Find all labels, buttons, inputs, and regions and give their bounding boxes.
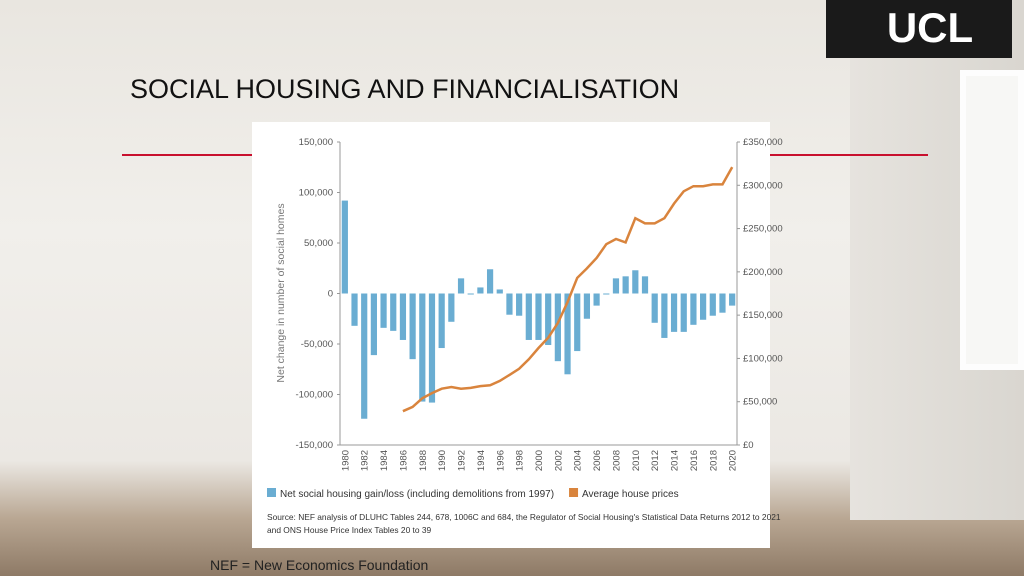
bar bbox=[690, 293, 697, 325]
x-tick-label: 2008 bbox=[611, 450, 622, 471]
bar bbox=[603, 293, 610, 295]
legend-label: Average house prices bbox=[582, 489, 679, 500]
bar bbox=[486, 269, 494, 294]
bar bbox=[477, 287, 484, 294]
x-tick-label: 2000 bbox=[534, 450, 545, 471]
bar bbox=[564, 293, 571, 375]
bar bbox=[361, 293, 368, 419]
bar bbox=[370, 293, 377, 356]
bar bbox=[525, 293, 532, 340]
x-tick-label: 1994 bbox=[476, 450, 487, 471]
source-note: Source: NEF analysis of DLUHC Tables 244… bbox=[267, 512, 781, 522]
legend-swatch bbox=[267, 488, 276, 497]
legend-label: Net social housing gain/loss (including … bbox=[280, 489, 554, 500]
bar bbox=[574, 293, 581, 352]
y2-tick-label: £50,000 bbox=[743, 397, 777, 408]
bar bbox=[554, 293, 561, 362]
bar bbox=[467, 293, 474, 295]
bar bbox=[700, 293, 707, 320]
y2-tick-label: £250,000 bbox=[743, 224, 783, 235]
y-tick-label: -150,000 bbox=[295, 440, 333, 451]
bar bbox=[341, 200, 348, 294]
bar bbox=[729, 293, 736, 306]
chart: -150,000 -100,000 -50,000 0 50,000 100,000 150… bbox=[267, 137, 783, 535]
x-tick-label: 1992 bbox=[457, 450, 468, 471]
y-tick-label: 50,000 bbox=[304, 238, 333, 249]
bar bbox=[670, 293, 678, 332]
bar bbox=[545, 293, 552, 346]
background-window bbox=[960, 70, 1024, 370]
bar bbox=[428, 293, 436, 403]
source-note: and ONS House Price Index Tables 20 to 3… bbox=[267, 525, 432, 535]
x-tick-label: 1982 bbox=[360, 450, 371, 471]
x-tick-label: 1998 bbox=[515, 450, 526, 471]
bar bbox=[709, 293, 716, 316]
bar bbox=[496, 289, 503, 294]
logo: UCL bbox=[887, 4, 973, 51]
x-tick-label: 2004 bbox=[573, 450, 584, 471]
bar bbox=[380, 293, 387, 328]
footnote: NEF = New Economics Foundation bbox=[210, 557, 428, 573]
bar bbox=[516, 293, 523, 316]
y-tick-label: -100,000 bbox=[295, 390, 333, 401]
bar bbox=[419, 293, 426, 402]
x-tick-label: 1986 bbox=[398, 450, 409, 471]
bar bbox=[448, 293, 455, 322]
x-tick-label: 2002 bbox=[553, 450, 564, 471]
bar bbox=[680, 293, 687, 332]
bar bbox=[438, 293, 445, 349]
bar bbox=[612, 278, 620, 294]
bar bbox=[399, 293, 407, 340]
x-tick-label: 1980 bbox=[340, 450, 351, 471]
logo-box bbox=[826, 0, 1012, 58]
x-tick-label: 2010 bbox=[631, 450, 642, 471]
bar bbox=[457, 278, 465, 294]
x-tick-label: 1990 bbox=[437, 450, 448, 471]
y2-tick-label: £100,000 bbox=[743, 353, 783, 364]
bar bbox=[351, 293, 358, 326]
bar bbox=[390, 293, 397, 331]
y-tick-label: -50,000 bbox=[301, 339, 333, 350]
bar bbox=[641, 276, 649, 294]
y2-tick-label: £200,000 bbox=[743, 267, 783, 278]
x-tick-label: 2012 bbox=[650, 450, 661, 471]
y2-tick-label: £300,000 bbox=[743, 180, 783, 191]
x-tick-label: 2020 bbox=[728, 450, 739, 471]
bar bbox=[651, 293, 658, 323]
bar bbox=[719, 293, 726, 313]
bar bbox=[593, 293, 600, 306]
x-tick-label: 2014 bbox=[670, 450, 681, 471]
bar bbox=[506, 293, 513, 315]
x-tick-label: 1988 bbox=[418, 450, 429, 471]
bar bbox=[632, 270, 639, 294]
x-tick-label: 2018 bbox=[708, 450, 719, 471]
legend-swatch bbox=[569, 488, 579, 497]
y-axis-title: Net change in number of social homes bbox=[275, 203, 287, 382]
bar bbox=[535, 293, 542, 340]
bar bbox=[583, 293, 591, 319]
x-tick-label: 1984 bbox=[379, 450, 390, 471]
y2-tick-label: £150,000 bbox=[743, 310, 783, 321]
x-tick-label: 2006 bbox=[592, 450, 603, 471]
slide-title: SOCIAL HOUSING AND FINANCIALISATION bbox=[130, 74, 679, 104]
bar bbox=[661, 293, 668, 338]
line bbox=[402, 166, 734, 413]
y2-tick-label: £0 bbox=[743, 440, 754, 451]
x-tick-label: 2016 bbox=[689, 450, 700, 471]
y-tick-label: 100,000 bbox=[299, 188, 333, 199]
x-tick-label: 1996 bbox=[495, 450, 506, 471]
y2-tick-label: £350,000 bbox=[743, 137, 783, 148]
y-tick-label: 150,000 bbox=[299, 137, 333, 148]
bar bbox=[409, 293, 416, 360]
bar bbox=[622, 276, 629, 294]
y-tick-label: 0 bbox=[328, 289, 333, 300]
